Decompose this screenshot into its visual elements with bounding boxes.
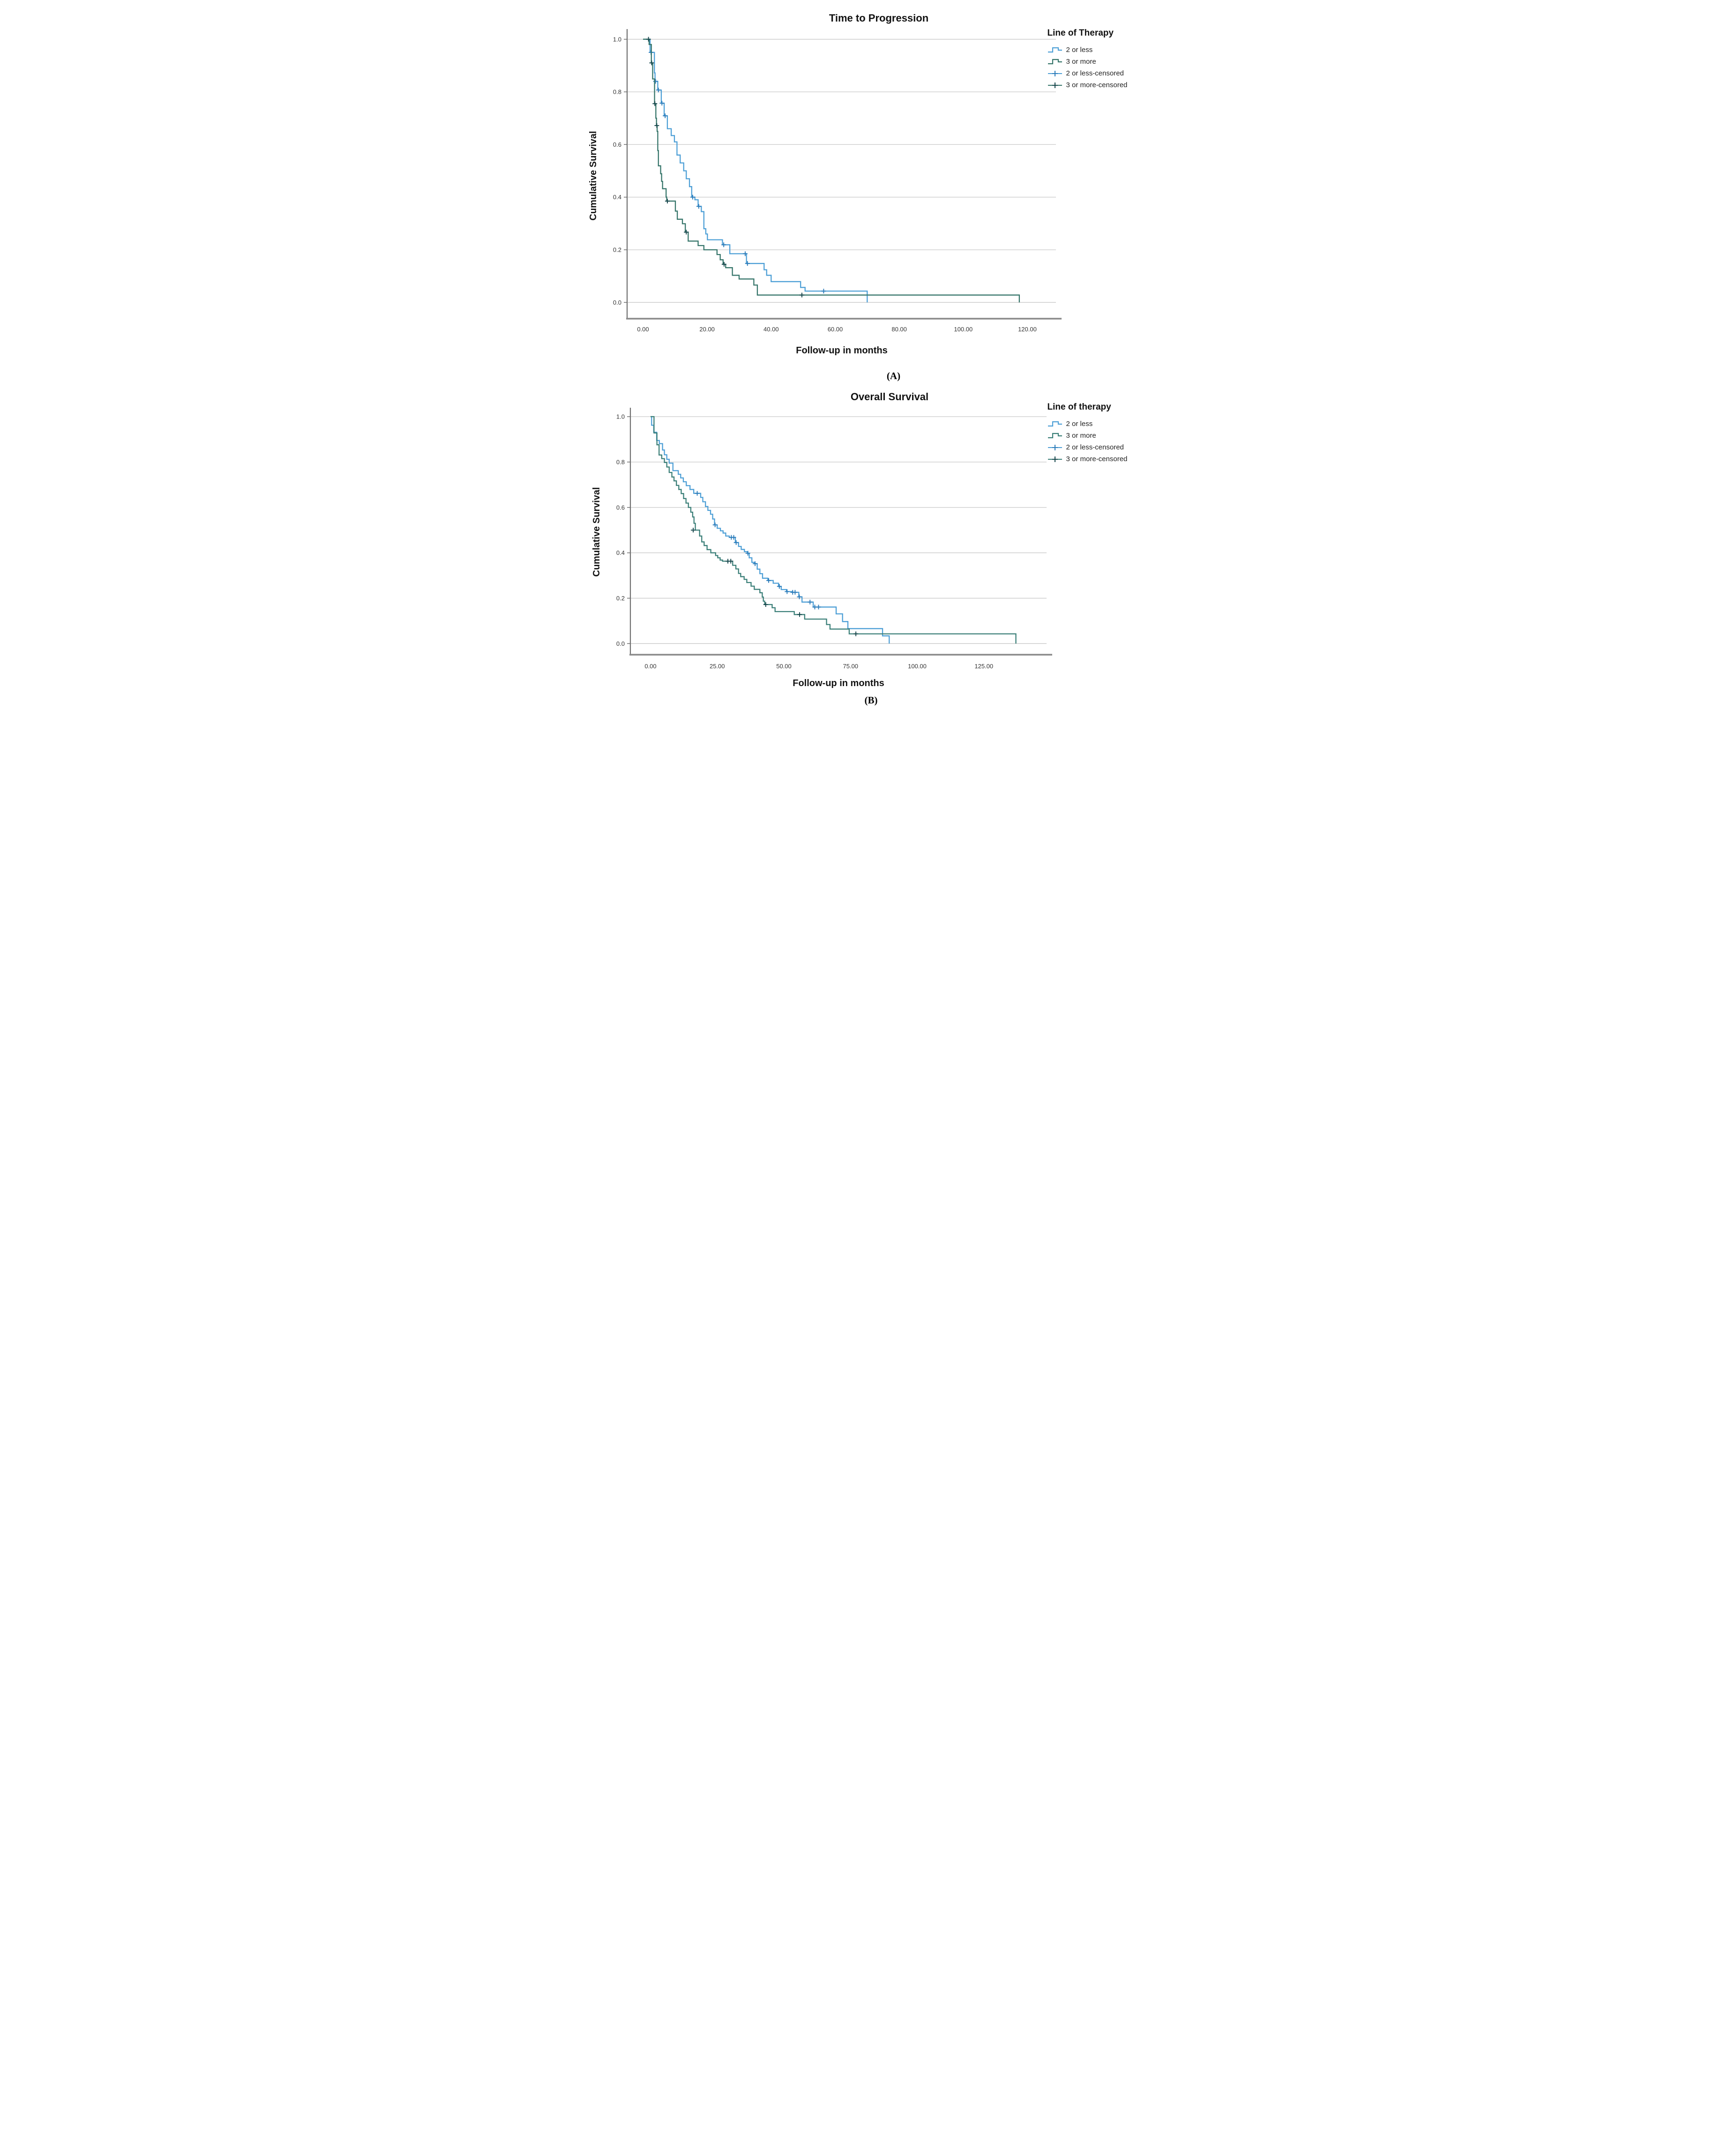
km-curve-2-or-less [643,38,868,303]
x-tick-label: 60.00 [827,326,843,333]
y-axis-ticks: 1.0 0.8 0.6 0.4 0.2 0.0 [616,413,630,647]
legend-item-2-or-less: 2 or less [1048,418,1156,430]
legend-line-swatch [1048,59,1062,64]
x-axis-ticks: 0.00 25.00 50.00 75.00 100.00 125.00 [644,663,993,670]
x-tick-label: 50.00 [776,663,792,670]
x-axis-title: Follow-up in months [793,678,884,688]
km-curve-2-or-less [650,416,890,644]
y-tick-label: 0.0 [613,299,621,306]
legend-title: Line of Therapy [1047,28,1114,38]
x-tick-label: 80.00 [891,326,907,333]
legend-item-label: 2 or less-censored [1066,69,1124,77]
x-axis-title: Follow-up in months [796,345,888,356]
legend-item-label: 2 or less [1066,46,1093,54]
chart-time-to-progression: 1.0 0.8 0.6 0.4 0.2 0.0 0.00 20.00 40.00 60.00 80.… [588,12,1062,356]
x-tick-label: 0.00 [644,663,656,670]
y-tick-label: 0.2 [616,595,624,602]
y-tick-label: 1.0 [616,413,624,420]
legend-item-3-or-more-censored: 3 or more-censored [1048,79,1156,91]
y-tick-label: 1.0 [613,36,621,43]
y-tick-label: 0.0 [616,640,624,647]
legend-title: Line of therapy [1047,402,1111,412]
chart-overall-survival: 1.0 0.8 0.6 0.4 0.2 0.0 0.00 25.00 50.00 75.00 100… [591,391,1052,688]
legend-item-label: 2 or less-censored [1066,443,1124,451]
legend-item-label: 3 or more [1066,432,1096,440]
x-tick-label: 0.00 [637,326,649,333]
legend-time-to-progression: Line of Therapy 2 or less 3 or more 2 or… [1048,28,1156,91]
x-tick-label: 40.00 [763,326,779,333]
panel-caption-b: (B) [864,695,878,706]
legend-rows: 2 or less 3 or more 2 or less-censored 3… [1048,418,1156,465]
legend-item-3-or-more-censored: 3 or more-censored [1048,453,1156,465]
legend-item-3-or-more: 3 or more [1048,430,1156,441]
y-tick-label: 0.6 [616,504,624,511]
y-axis-title: Cumulative Survival [591,487,602,576]
legend-censor-swatch [1048,456,1062,462]
legend-rows: 2 or less 3 or more 2 or less-censored 3… [1048,44,1156,91]
legend-item-label: 3 or more-censored [1066,81,1128,89]
censor-marks-2-or-less [695,491,821,610]
legend-line-swatch [1048,433,1062,438]
chart-title: Overall Survival [850,391,928,403]
km-curve-3-or-more [643,38,1020,303]
km-curve-3-or-more [650,416,1017,644]
legend-item-label: 2 or less [1066,420,1093,428]
y-axis-ticks: 1.0 0.8 0.6 0.4 0.2 0.0 [613,36,627,306]
chart-title: Time to Progression [829,12,928,24]
legend-item-2-or-less-censored: 2 or less-censored [1048,67,1156,79]
x-tick-label: 125.00 [974,663,993,670]
legend-censor-swatch [1048,82,1062,88]
censor-marks-3-or-more [690,528,858,636]
censor-marks-2-or-less [648,50,826,294]
y-tick-label: 0.4 [616,549,624,556]
y-tick-label: 0.2 [613,247,621,254]
legend-overall-survival: Line of therapy 2 or less 3 or more 2 or… [1048,402,1156,465]
x-tick-label: 100.00 [954,326,973,333]
legend-censor-swatch [1048,70,1062,76]
x-tick-label: 100.00 [908,663,927,670]
x-tick-label: 20.00 [699,326,715,333]
x-tick-label: 120.00 [1018,326,1037,333]
legend-line-swatch [1048,47,1062,52]
legend-item-label: 3 or more [1066,58,1096,66]
x-tick-label: 25.00 [709,663,725,670]
y-tick-label: 0.8 [613,89,621,96]
legend-censor-swatch [1048,444,1062,450]
y-axis-title: Cumulative Survival [588,131,599,220]
gridlines [630,416,1047,644]
legend-item-2-or-less: 2 or less [1048,44,1156,56]
x-tick-label: 75.00 [843,663,858,670]
y-tick-label: 0.4 [613,194,621,201]
y-tick-label: 0.6 [613,141,621,148]
legend-item-2-or-less-censored: 2 or less-censored [1048,441,1156,453]
x-axis-ticks: 0.00 20.00 40.00 60.00 80.00 100.00 120.00 [637,326,1036,333]
legend-item-3-or-more: 3 or more [1048,56,1156,67]
y-tick-label: 0.8 [616,458,624,465]
legend-line-swatch [1048,421,1062,426]
legend-item-label: 3 or more-censored [1066,455,1128,463]
gridlines [627,39,1056,303]
figure-km-survival-panels: 1.0 0.8 0.6 0.4 0.2 0.0 0.00 20.00 40.00 60.00 80.… [578,0,1158,715]
censor-marks-3-or-more [646,37,804,298]
panel-caption-a: (A) [886,370,901,381]
